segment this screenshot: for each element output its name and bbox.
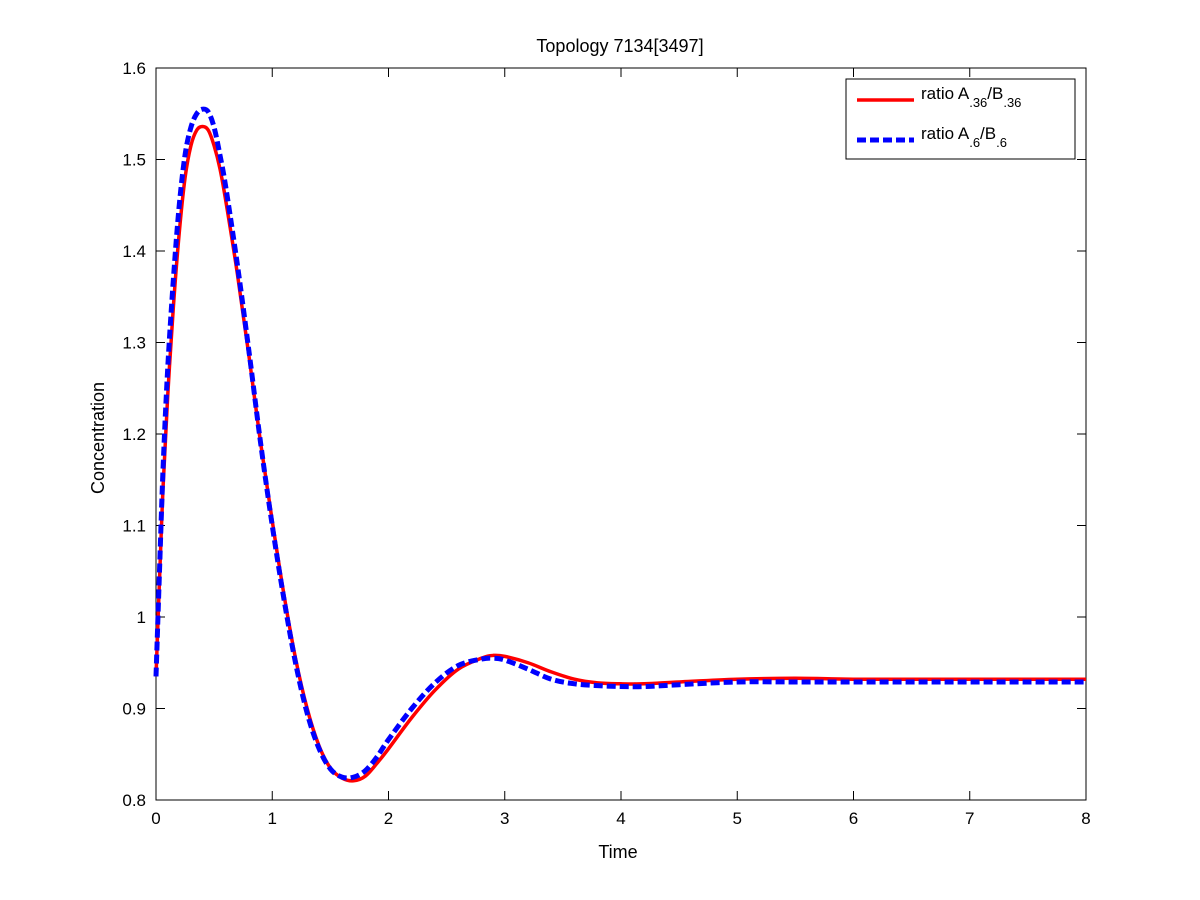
x-tick-label: 5 [733, 809, 742, 828]
y-tick-label: 1.5 [122, 151, 146, 170]
x-axis-label: Time [598, 842, 637, 862]
x-tick-label: 2 [384, 809, 393, 828]
legend-label-1: ratio A.36/B.36 [921, 84, 1021, 110]
y-tick-label: 1.2 [122, 425, 146, 444]
x-tick-label: 7 [965, 809, 974, 828]
series-lines [153, 106, 1086, 783]
x-tick-label: 8 [1081, 809, 1090, 828]
y-tick-label: 1.4 [122, 242, 146, 261]
x-tick-label: 6 [849, 809, 858, 828]
legend-label-2: ratio A.6/B.6 [921, 124, 1007, 150]
y-tick-label: 1 [137, 608, 146, 627]
legend-box [845, 78, 1076, 160]
y-tick-label: 1.6 [122, 59, 146, 78]
legend-text: /B [987, 84, 1003, 103]
y-tick-label: 1.3 [122, 334, 146, 353]
x-tick-label: 1 [268, 809, 277, 828]
x-tick-label: 0 [151, 809, 160, 828]
y-tick-labels: 0.8 0.9 1 1.1 1.2 1.3 1.4 1.5 1.6 [122, 59, 146, 810]
y-axis-label: Concentration [88, 382, 108, 494]
y-tick-label: 1.1 [122, 517, 146, 536]
legend-text: ratio A [921, 124, 970, 143]
y-tick-label: 0.9 [122, 700, 146, 719]
legend-text: ratio A [921, 84, 970, 103]
legend-subscript: .6 [996, 135, 1007, 150]
series-line-2 [153, 106, 1086, 781]
x-tick-labels: 0 1 2 3 4 5 6 7 8 [151, 809, 1090, 828]
axis-ticks [155, 67, 1087, 801]
chart-title: Topology 7134[3497] [536, 36, 703, 56]
x-tick-label: 3 [500, 809, 509, 828]
legend-text: /B [980, 124, 996, 143]
legend-subscript: .36 [969, 95, 987, 110]
plot-area [155, 67, 1087, 801]
legend-subscript: .6 [969, 135, 980, 150]
x-tick-label: 4 [616, 809, 625, 828]
y-tick-label: 0.8 [122, 791, 146, 810]
axes-box [155, 67, 1087, 801]
legend-subscript: .36 [1003, 95, 1021, 110]
